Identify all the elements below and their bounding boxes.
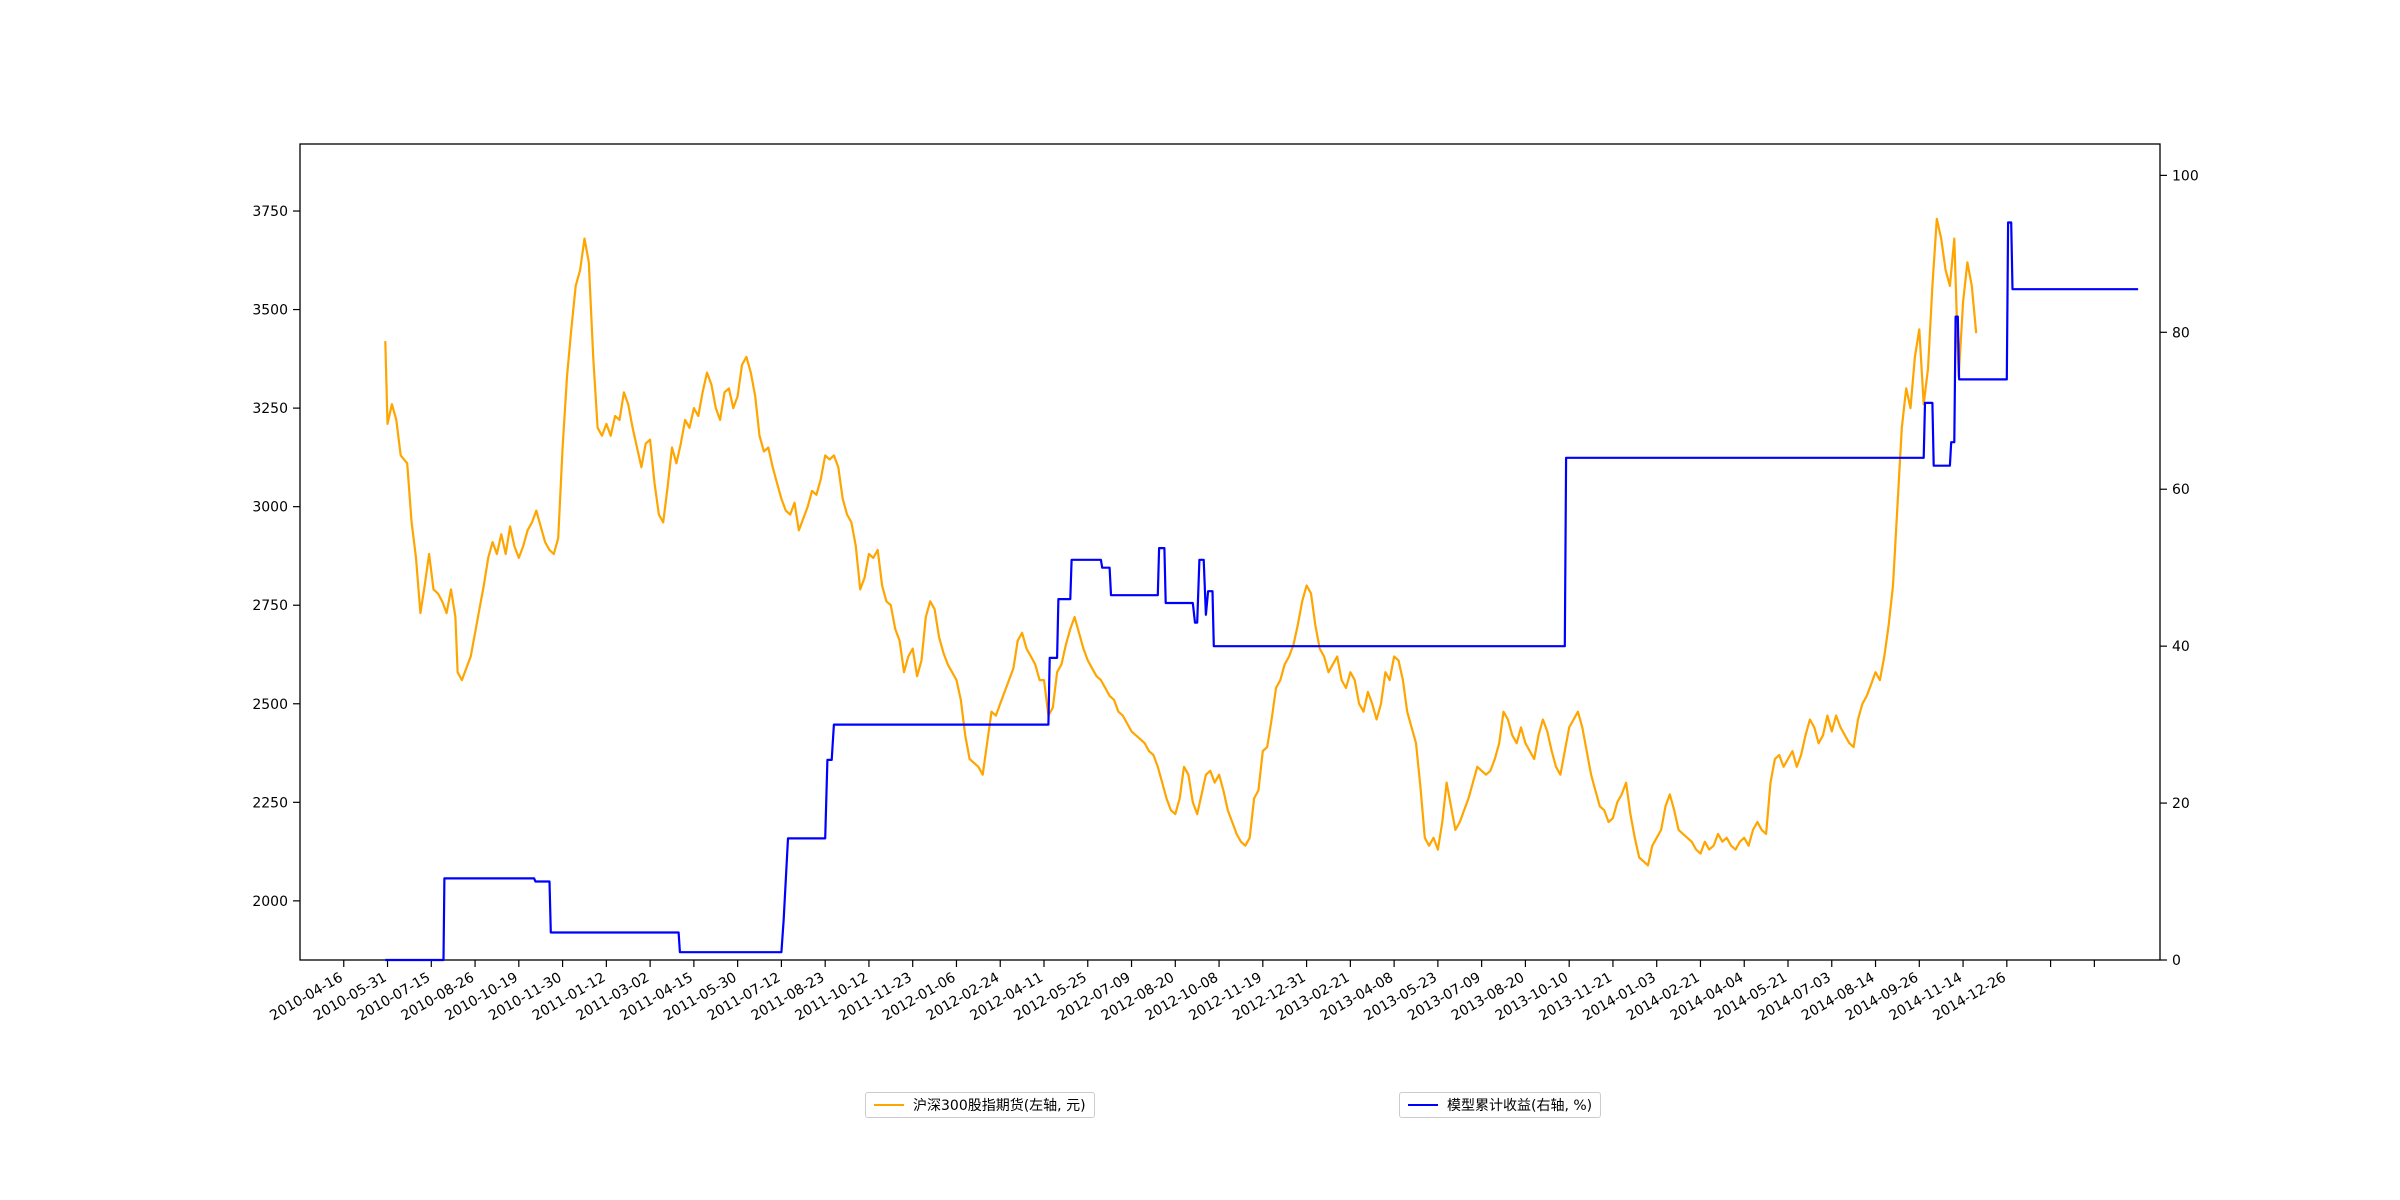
right-tick-label: 100 — [2172, 168, 2199, 184]
left-axis: 2000 2250 2500 2750 3000 3250 3500 3750 — [252, 204, 300, 910]
left-tick-label: 3000 — [252, 500, 288, 516]
left-tick-label: 3500 — [252, 303, 288, 319]
right-tick-label: 20 — [2172, 796, 2190, 812]
left-tick-label: 2250 — [252, 795, 288, 811]
legend-label-model-return: 模型累计收益(右轴, %) — [1447, 1098, 1593, 1114]
left-tick-label: 3750 — [252, 204, 288, 220]
series-line-model-return — [385, 221, 2139, 962]
right-tick-label: 40 — [2172, 639, 2190, 655]
right-axis: 0 20 40 60 80 100 — [2160, 168, 2199, 969]
right-tick-label: 0 — [2172, 953, 2181, 969]
series-layer — [384, 217, 2139, 962]
legend-swatch-model-return — [1408, 1104, 1438, 1106]
left-tick-label: 3250 — [252, 401, 288, 417]
left-tick-label: 2750 — [252, 598, 288, 614]
x-axis: 2010-04-162010-05-312010-07-152010-08-26… — [267, 960, 2095, 1024]
legend-swatch-futures — [874, 1104, 904, 1106]
left-tick-label: 2000 — [252, 894, 288, 910]
legend-futures: 沪深300股指期货(左轴, 元) — [865, 1092, 1095, 1118]
legend-label-futures: 沪深300股指期货(左轴, 元) — [913, 1098, 1086, 1114]
left-tick-label: 2500 — [252, 697, 288, 713]
series-line-futures — [384, 217, 1978, 867]
right-tick-label: 60 — [2172, 482, 2190, 498]
plot-frame — [299, 143, 2161, 961]
legend-model-return: 模型累计收益(右轴, %) — [1399, 1092, 1602, 1118]
right-tick-label: 80 — [2172, 325, 2190, 341]
